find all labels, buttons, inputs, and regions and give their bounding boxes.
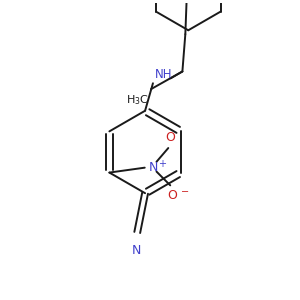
Text: N: N [149,161,158,174]
Text: −: − [181,187,189,197]
Text: +: + [158,159,166,169]
Text: NH: NH [155,68,172,81]
Text: H$_3$C: H$_3$C [126,93,149,107]
Text: O: O [167,189,177,202]
Text: N: N [132,244,141,257]
Text: O: O [165,131,175,144]
